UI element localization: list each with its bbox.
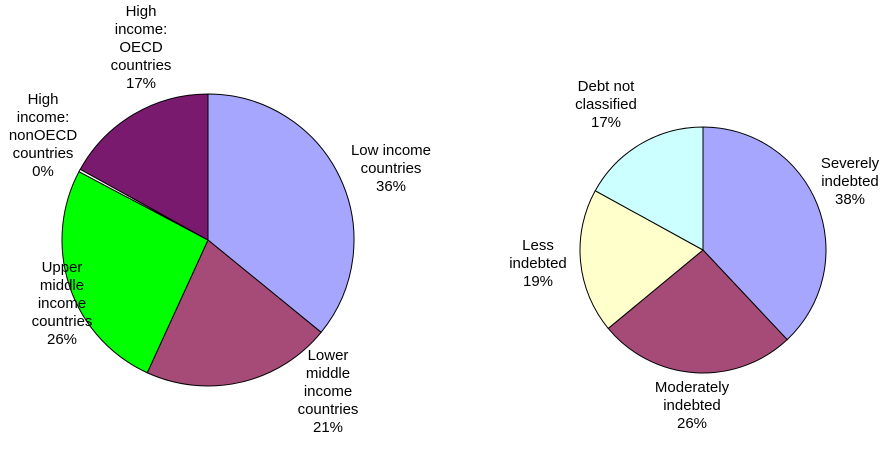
income-label-line: countries bbox=[111, 57, 172, 74]
income-label-line: countries bbox=[32, 313, 93, 330]
income-label-line: countries bbox=[298, 401, 359, 418]
income-label-line: Low income bbox=[351, 142, 431, 159]
debt-label-line: Moderately bbox=[655, 379, 730, 396]
income-slice-lower-middle-income-countries bbox=[146, 239, 322, 387]
debt-slice-moderately-indebted bbox=[607, 249, 788, 374]
income-label-line: income: bbox=[115, 21, 168, 38]
income-label-high-income-oecd-countries: High income: OECD countries 17% bbox=[111, 3, 172, 92]
income-label-low-income-countries: Low income countries 36% bbox=[351, 142, 431, 195]
income-pct-upper-middle-income-countries: 26% bbox=[47, 331, 77, 348]
income-label-line: income bbox=[38, 295, 86, 312]
debt-label-line: Severely bbox=[821, 155, 880, 172]
income-pct-high-income-oecd-countries: 17% bbox=[126, 75, 156, 92]
income-label-line: income: bbox=[17, 109, 70, 126]
debt-slice-debt-not-classified bbox=[594, 126, 704, 251]
debt-pct-debt-not-classified: 17% bbox=[591, 114, 621, 131]
debt-label-line: indebted bbox=[821, 173, 879, 190]
income-label-line: High bbox=[28, 91, 59, 108]
income-label-line: income bbox=[304, 383, 352, 400]
debt-pie-chart: Severely indebted 38%Moderately indebted 26%… bbox=[509, 78, 879, 432]
income-label-line: middle bbox=[40, 277, 84, 294]
income-slice-upper-middle-income-countries bbox=[61, 170, 209, 374]
income-label-lower-middle-income-countries: Lower middle income countries 21% bbox=[298, 347, 359, 436]
debt-pct-moderately-indebted: 26% bbox=[677, 415, 707, 432]
income-label-line: High bbox=[126, 3, 157, 20]
debt-slice-less-indebted bbox=[579, 190, 704, 330]
debt-label-line: classified bbox=[575, 96, 637, 113]
income-label-line: OECD bbox=[119, 39, 163, 56]
income-label-line: Lower bbox=[308, 347, 349, 364]
income-label-line: countries bbox=[361, 160, 422, 177]
income-pct-low-income-countries: 36% bbox=[376, 178, 406, 195]
income-slice-high-income-oecd-countries bbox=[79, 93, 209, 241]
debt-pct-severely-indebted: 38% bbox=[835, 191, 865, 208]
income-label-line: nonOECD bbox=[9, 127, 78, 144]
income-pie-chart: Low income countries 36%Lower middle income c… bbox=[9, 3, 431, 436]
income-pct-high-income-nonoecd-countries: 0% bbox=[32, 163, 54, 180]
debt-label-line: Less bbox=[522, 237, 554, 254]
debt-slice-severely-indebted bbox=[702, 126, 827, 341]
debt-label-severely-indebted: Severely indebted 38% bbox=[821, 155, 880, 208]
debt-label-line: indebted bbox=[509, 255, 567, 272]
income-label-line: Upper bbox=[42, 259, 83, 276]
income-label-high-income-nonoecd-countries: High income: nonOECD countries 0% bbox=[9, 91, 78, 180]
debt-label-less-indebted: Less indebted 19% bbox=[509, 237, 567, 290]
income-label-upper-middle-income-countries: Upper middle income countries 26% bbox=[32, 259, 93, 348]
income-pct-lower-middle-income-countries: 21% bbox=[313, 419, 343, 436]
income-label-line: middle bbox=[306, 365, 350, 382]
income-label-line: countries bbox=[13, 145, 74, 162]
income-slice-low-income-countries bbox=[207, 93, 355, 334]
debt-label-debt-not-classified: Debt not classified 17% bbox=[575, 78, 637, 131]
debt-pct-less-indebted: 19% bbox=[523, 273, 553, 290]
debt-label-moderately-indebted: Moderately indebted 26% bbox=[655, 379, 730, 432]
debt-label-line: indebted bbox=[663, 397, 721, 414]
debt-label-line: Debt not bbox=[578, 78, 636, 95]
